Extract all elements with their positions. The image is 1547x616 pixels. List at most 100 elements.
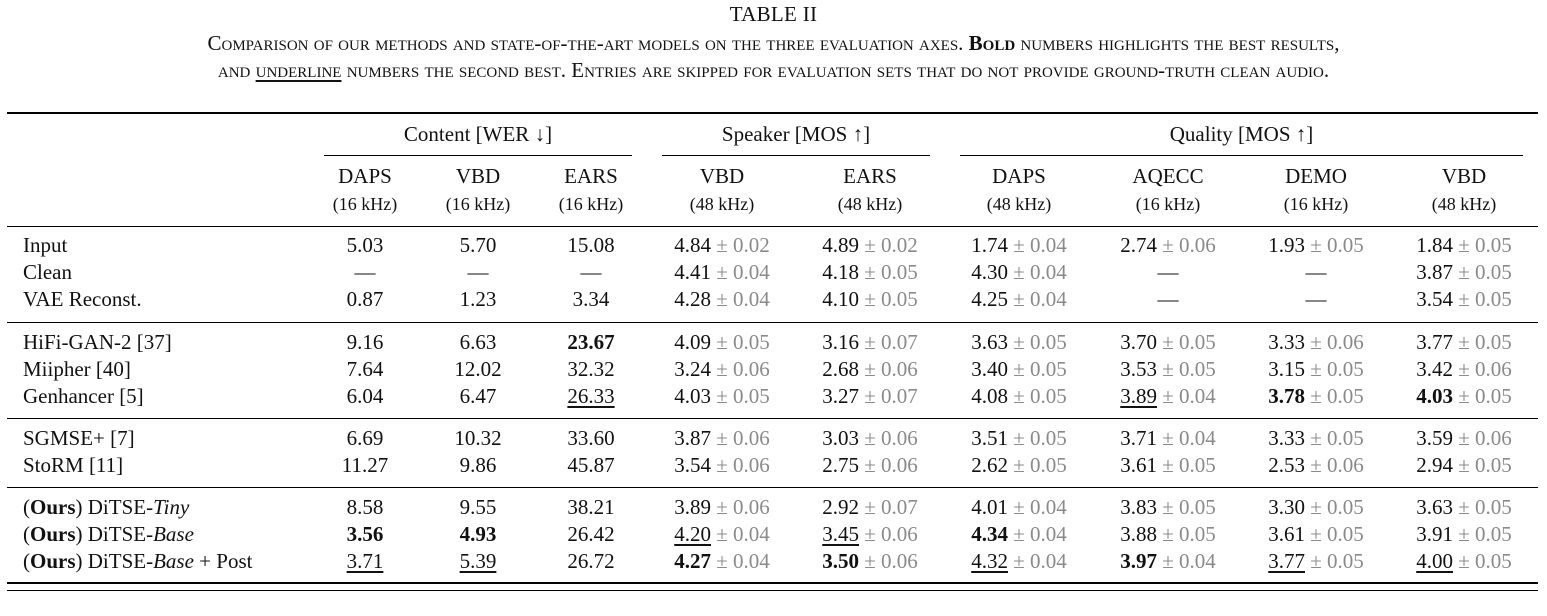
table-cell: 3.91 ± 0.05	[1416, 522, 1512, 546]
table-cell: 23.67	[567, 330, 615, 354]
table-cell: 3.89 ± 0.04	[1120, 384, 1216, 408]
table-cell: 3.83 ± 0.05	[1120, 495, 1216, 519]
table-cell: 3.42 ± 0.06	[1416, 357, 1512, 381]
table-cell: 4.84 ± 0.02	[674, 233, 770, 257]
table-cell: 2.62 ± 0.05	[971, 453, 1067, 477]
column-rate: (16 kHz)	[558, 194, 624, 214]
column-rate: (48 kHz)	[986, 194, 1052, 214]
table-cell: 4.41 ± 0.04	[674, 260, 770, 284]
row-label: (Ours) DiTSE-Tiny	[23, 495, 190, 519]
column-name: VBD	[699, 164, 745, 188]
table-cell: 9.86	[459, 453, 497, 477]
table-cell: 1.84 ± 0.05	[1416, 233, 1512, 257]
table-cell: 4.03 ± 0.05	[674, 384, 770, 408]
table-cell: 5.70	[459, 233, 497, 257]
table-cell: 4.25 ± 0.04	[971, 287, 1067, 311]
table-cell: 3.70 ± 0.05	[1120, 330, 1216, 354]
table-cell: 3.78 ± 0.05	[1268, 384, 1364, 408]
column-rate: (16 kHz)	[445, 194, 511, 214]
table-cell: 3.24 ± 0.06	[674, 357, 770, 381]
column-name: EARS	[564, 164, 618, 188]
table-cell: 3.77 ± 0.05	[1416, 330, 1512, 354]
section-rule-2	[7, 418, 1538, 419]
table-cell: 3.89 ± 0.06	[674, 495, 770, 519]
table-cell: 3.88 ± 0.05	[1120, 522, 1216, 546]
bottom-rule-2	[7, 590, 1538, 591]
table-cell: 15.08	[567, 233, 615, 257]
table-cell: 45.87	[567, 453, 615, 477]
table-cell: 3.03 ± 0.06	[822, 426, 918, 450]
table-cell: 2.53 ± 0.06	[1268, 453, 1364, 477]
table-cell: 2.94 ± 0.05	[1416, 453, 1512, 477]
table-cell: 4.01 ± 0.04	[971, 495, 1067, 519]
row-label: HiFi-GAN-2 [37]	[23, 330, 172, 354]
column-rate: (16 kHz)	[1135, 194, 1201, 214]
table-cell: 4.20 ± 0.04	[674, 522, 770, 546]
column-name: AQECC	[1132, 164, 1204, 188]
section-rule-1	[7, 322, 1538, 323]
row-label: VAE Reconst.	[23, 287, 142, 311]
table-cell: 3.33 ± 0.06	[1268, 330, 1364, 354]
table-cell: —	[580, 260, 602, 284]
header-rule	[7, 226, 1538, 227]
caption-line-2: and underline numbers the second best. E…	[217, 58, 1330, 82]
table-cell: 2.74 ± 0.06	[1120, 233, 1216, 257]
table-cell: 4.18 ± 0.05	[822, 260, 918, 284]
table-cell: 9.16	[346, 330, 384, 354]
table-cell: 2.92 ± 0.07	[822, 495, 918, 519]
table-cell: 26.42	[567, 522, 615, 546]
table-cell: 3.61 ± 0.05	[1268, 522, 1364, 546]
table-cell: 8.58	[346, 495, 384, 519]
table-cell: 3.61 ± 0.05	[1120, 453, 1216, 477]
column-rate: (48 kHz)	[837, 194, 903, 214]
table-cell: 33.60	[567, 426, 615, 450]
table-cell: —	[467, 260, 489, 284]
table-cell: 1.93 ± 0.05	[1268, 233, 1364, 257]
table-cell: 1.74 ± 0.04	[971, 233, 1067, 257]
group-header: Speaker [MOS ↑]	[721, 122, 871, 146]
table-cell: 7.64	[346, 357, 384, 381]
row-label: SGMSE+ [7]	[23, 426, 135, 450]
table-cell: 4.32 ± 0.04	[971, 549, 1067, 573]
table-cell: —	[1157, 287, 1179, 311]
caption-line-1: Comparison of our methods and state-of-t…	[207, 31, 1340, 55]
column-rate: (48 kHz)	[1431, 194, 1497, 214]
table-cell: 32.32	[567, 357, 615, 381]
table-cell: 3.63 ± 0.05	[971, 330, 1067, 354]
table-cell: 4.28 ± 0.04	[674, 287, 770, 311]
table-cell: 26.72	[567, 549, 615, 573]
table-cell: 11.27	[341, 453, 389, 477]
column-rate: (48 kHz)	[689, 194, 755, 214]
table-cell: 3.51 ± 0.05	[971, 426, 1067, 450]
table-cell: 3.16 ± 0.07	[822, 330, 918, 354]
table-cell: 5.03	[346, 233, 384, 257]
column-name: VBD	[455, 164, 501, 188]
table-label: TABLE II	[729, 2, 818, 26]
table-cell: 3.15 ± 0.05	[1268, 357, 1364, 381]
table-cell: 3.54 ± 0.06	[674, 453, 770, 477]
table-cell: 3.50 ± 0.06	[822, 549, 918, 573]
row-label: Miipher [40]	[23, 357, 131, 381]
table-cell: 3.45 ± 0.06	[822, 522, 918, 546]
table-cell: 6.63	[459, 330, 497, 354]
table-cell: 6.69	[346, 426, 384, 450]
column-name: VBD	[1441, 164, 1487, 188]
bottom-rule-1	[7, 582, 1538, 584]
table-cell: 6.47	[459, 384, 497, 408]
table-cell: 9.55	[459, 495, 497, 519]
column-rate: (16 kHz)	[1283, 194, 1349, 214]
table-cell: 4.03 ± 0.05	[1416, 384, 1512, 408]
table-cell: 12.02	[454, 357, 502, 381]
table-cell: 4.00 ± 0.05	[1416, 549, 1512, 573]
group-underline	[960, 155, 1523, 156]
table-cell: 3.87 ± 0.05	[1416, 260, 1512, 284]
column-name: DEMO	[1285, 164, 1347, 188]
column-name: DAPS	[338, 164, 392, 188]
table-cell: 3.77 ± 0.05	[1268, 549, 1364, 573]
table-cell: 3.33 ± 0.05	[1268, 426, 1364, 450]
row-label: (Ours) DiTSE-Base + Post	[23, 549, 253, 573]
group-header: Content [WER ↓]	[403, 122, 553, 146]
table-cell: 3.53 ± 0.05	[1120, 357, 1216, 381]
row-label: Genhancer [5]	[23, 384, 144, 408]
